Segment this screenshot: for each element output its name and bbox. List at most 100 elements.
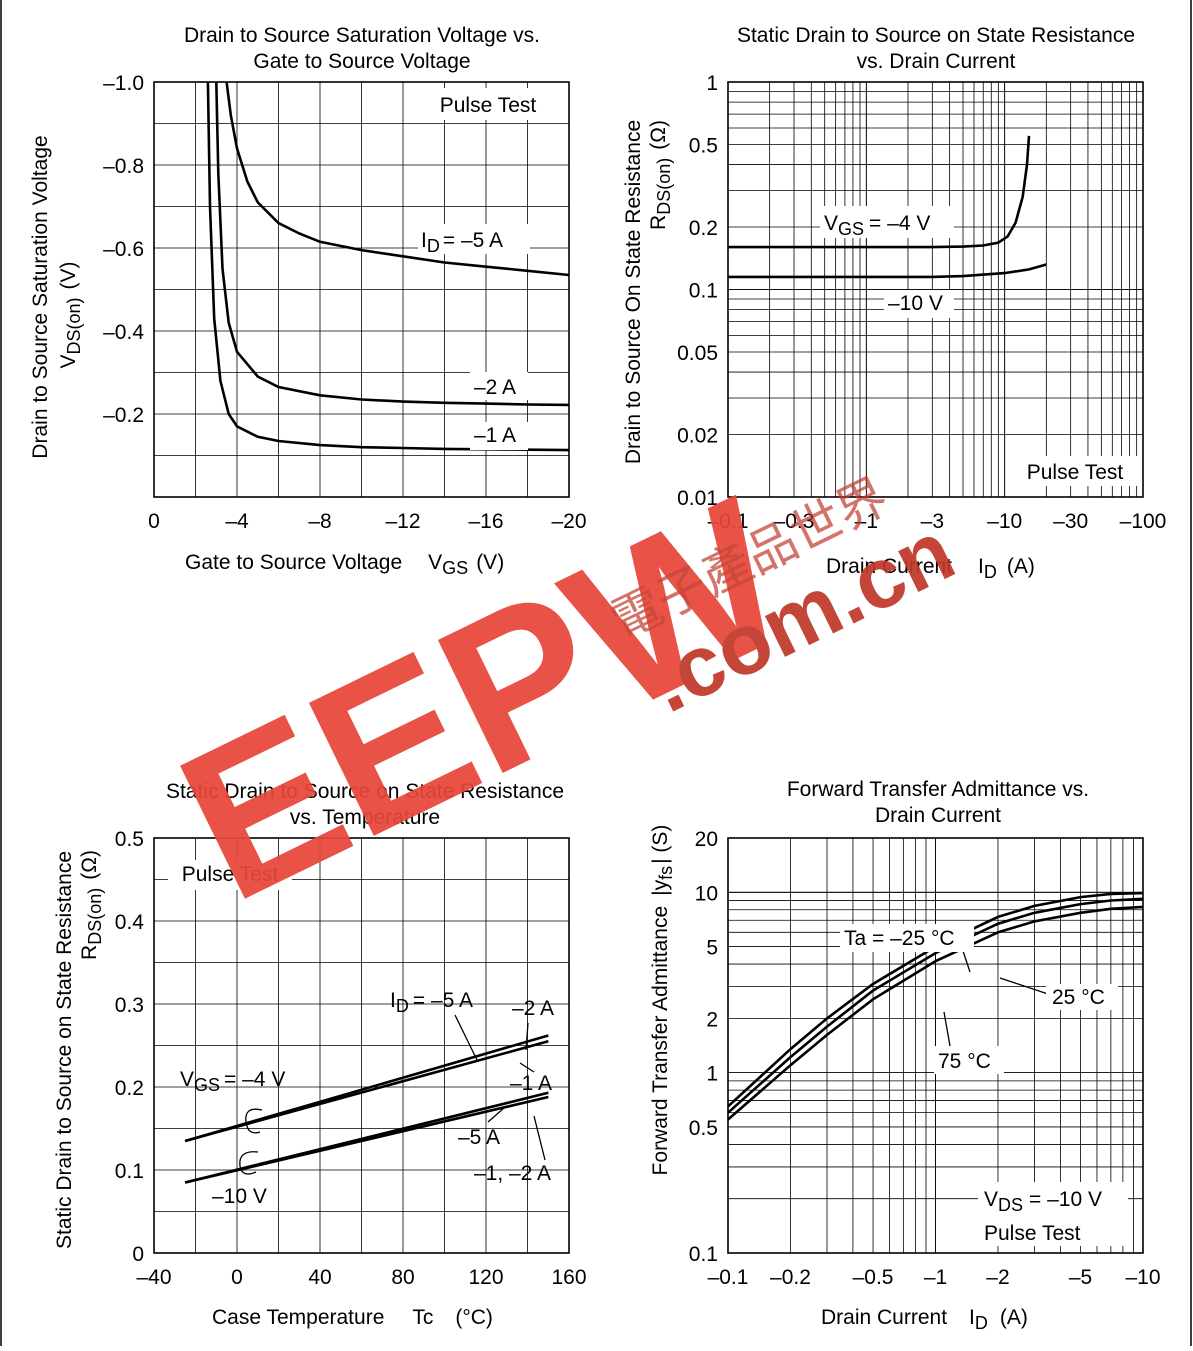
chart4-annotation-vds: VDS = –10 V bbox=[984, 1188, 1102, 1215]
chart3-label-12a: –1, –2 A bbox=[474, 1162, 551, 1185]
chart2-title-line2: vs. Drain Current bbox=[857, 50, 1016, 73]
chart4-leader-p25 bbox=[999, 977, 1049, 995]
chart2-series1-label: VGS = –4 V bbox=[824, 212, 930, 239]
chart2-series-2-line bbox=[728, 263, 1047, 279]
chart2-title-line1: Static Drain to Source on State Resistan… bbox=[737, 24, 1135, 47]
chart4-y-tick: 5 bbox=[706, 937, 718, 960]
chart4-title-line1: Forward Transfer Admittance vs. bbox=[787, 778, 1089, 801]
chart3-leader-2a bbox=[525, 1022, 529, 1051]
chart1-series-1-line bbox=[225, 81, 570, 277]
chart3-label-1a: –1 A bbox=[510, 1072, 552, 1095]
chart1-x-tick: 0 bbox=[148, 510, 160, 533]
chart1-x-tick: –8 bbox=[308, 510, 331, 533]
chart2-frame bbox=[727, 81, 1144, 498]
chart4-leader-75 bbox=[943, 1011, 951, 1047]
chart3-annotation: Pulse Test bbox=[182, 863, 279, 886]
chart4-x-tick: –0.5 bbox=[853, 1266, 894, 1289]
chart3-label-id5: ID = –5 A bbox=[390, 989, 473, 1016]
chart3-y-tick: 0.3 bbox=[115, 994, 144, 1017]
chart-rds-vs-temperature: Static Drain to Source on State Resistan… bbox=[53, 780, 587, 1329]
chart2-xlabel: Drain Current ID (A) bbox=[826, 555, 1035, 582]
chart2-x-tick: –100 bbox=[1120, 510, 1167, 533]
chart4-x-tick: –0.1 bbox=[708, 1266, 749, 1289]
chart4-series2-label: 25 °C bbox=[1052, 986, 1105, 1009]
chart4-y-tick: 0.5 bbox=[689, 1117, 718, 1140]
chart1-xlabel: Gate to Source Voltage VGS (V) bbox=[185, 551, 504, 578]
chart2-ylabel-symbol: RDS(on)(Ω) bbox=[647, 120, 674, 230]
chart3-x-tick: 0 bbox=[231, 1266, 243, 1289]
chart1-title-line1: Drain to Source Saturation Voltage vs. bbox=[184, 24, 540, 47]
chart3-y-tick: 0.2 bbox=[115, 1077, 144, 1100]
chart1-annotation: Pulse Test bbox=[440, 94, 537, 117]
chart1-x-tick: –20 bbox=[551, 510, 586, 533]
chart3-title-line2: vs. Temperature bbox=[290, 806, 440, 829]
chart1-y-tick: –1.0 bbox=[103, 72, 144, 95]
chart1-x-tick: –12 bbox=[385, 510, 420, 533]
chart3-x-tick: –40 bbox=[136, 1266, 171, 1289]
chart2-y-tick: 0.02 bbox=[677, 425, 718, 448]
chart1-series-2-line bbox=[215, 81, 570, 407]
chart1-x-tick: –4 bbox=[225, 510, 249, 533]
chart3-leader-5a bbox=[487, 1107, 505, 1123]
chart1-y-tick: –0.6 bbox=[103, 238, 144, 261]
chart3-x-tick: 120 bbox=[468, 1266, 503, 1289]
chart3-x-tick: 40 bbox=[308, 1266, 331, 1289]
chart2-y-tick: 1 bbox=[706, 72, 718, 95]
chart3-leader-1a bbox=[519, 1062, 535, 1073]
chart2-y-tick: 0.1 bbox=[689, 280, 718, 303]
chart4-x-tick: –2 bbox=[986, 1266, 1009, 1289]
chart3-label-2a: –2 A bbox=[512, 997, 554, 1020]
chart2-series2-label: –10 V bbox=[888, 292, 943, 315]
chart2-x-tick: –1 bbox=[855, 510, 878, 533]
chart4-ylabel: Forward Transfer Admittance|yfs| (S) bbox=[649, 825, 676, 1176]
chart3-label-vgs10: –10 V bbox=[212, 1185, 267, 1208]
chart2-ylabel: Drain to Source On State Resistance bbox=[622, 120, 645, 464]
chart3-ylabel: Static Drain to Source on State Resistan… bbox=[53, 851, 76, 1249]
chart1-frame bbox=[153, 81, 570, 498]
chart2-x-tick: –3 bbox=[921, 510, 944, 533]
chart3-x-tick: 80 bbox=[391, 1266, 414, 1289]
chart3-title-line1: Static Drain to Source on State Resistan… bbox=[166, 780, 564, 803]
chart3-series-2-stroke bbox=[184, 1040, 549, 1143]
chart3-y-tick: 0 bbox=[132, 1243, 144, 1266]
chart3-ylabel-symbol: RDS(on)(Ω) bbox=[78, 850, 105, 960]
chart3-label-vgs4: VGS = –4 V bbox=[180, 1068, 285, 1095]
chart4-title-line2: Drain Current bbox=[875, 804, 1001, 827]
chart3-frame bbox=[153, 837, 570, 1254]
chart2-y-tick: 0.2 bbox=[689, 217, 718, 240]
chart3-curl-vgs4 bbox=[245, 1108, 263, 1134]
chart4-series3-label: 75 °C bbox=[938, 1050, 991, 1073]
chart1-series2-label: –2 A bbox=[474, 376, 516, 399]
chart1-ylabel-symbol: VDS(on)(V) bbox=[57, 261, 84, 368]
chart4-y-tick: 20 bbox=[695, 828, 718, 851]
chart3-leader-12a bbox=[533, 1115, 546, 1161]
chart4-xlabel: Drain Current ID (A) bbox=[821, 1306, 1028, 1333]
chart2-series-1-line bbox=[728, 135, 1031, 249]
chart2-y-tick: 0.05 bbox=[677, 342, 718, 365]
chart4-y-tick: 0.1 bbox=[689, 1243, 718, 1266]
chart1-series3-label: –1 A bbox=[474, 424, 516, 447]
chart2-x-tick: –0.3 bbox=[774, 510, 815, 533]
chart3-leader-id5 bbox=[454, 1014, 479, 1063]
chart3-series-4-stroke bbox=[184, 1095, 549, 1184]
chart2-y-tick: 0.01 bbox=[677, 487, 718, 510]
chart1-series1-label: ID = –5 A bbox=[421, 229, 503, 256]
chart3-y-tick: 0.5 bbox=[115, 828, 144, 851]
chart3-y-tick: 0.4 bbox=[115, 911, 145, 934]
chart4-y-tick: 1 bbox=[706, 1063, 718, 1086]
chart3-xlabel: Case Temperature Tc (°C) bbox=[212, 1306, 493, 1329]
chart2-x-tick: –30 bbox=[1053, 510, 1088, 533]
chart-transfer-admittance: Forward Transfer Admittance vs. Drain Cu… bbox=[649, 778, 1161, 1333]
chart4-annotation: Pulse Test bbox=[984, 1222, 1081, 1245]
chart1-title-line2: Gate to Source Voltage bbox=[253, 50, 470, 73]
chart2-x-tick: –10 bbox=[987, 510, 1022, 533]
chart-rds-vs-current: Static Drain to Source on State Resistan… bbox=[622, 24, 1166, 582]
chart4-frame bbox=[727, 837, 1144, 1254]
chart3-label-5a: –5 A bbox=[458, 1126, 500, 1149]
chart2-annotation: Pulse Test bbox=[1027, 461, 1124, 484]
chart-saturation-voltage: Drain to Source Saturation Voltage vs. G… bbox=[29, 24, 587, 578]
chart4-x-tick: –1 bbox=[924, 1266, 947, 1289]
chart4-y-tick: 10 bbox=[695, 882, 718, 905]
chart3-y-tick: 0.1 bbox=[115, 1160, 144, 1183]
